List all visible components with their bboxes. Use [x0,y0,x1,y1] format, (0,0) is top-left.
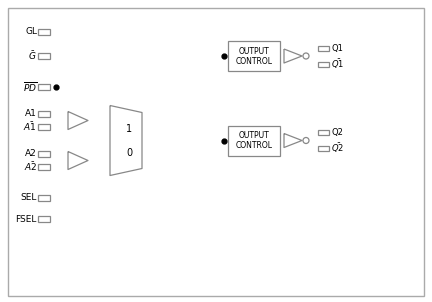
Text: CONTROL: CONTROL [235,57,273,66]
Bar [38,29,50,35]
Bar [38,53,50,59]
Bar [38,84,50,90]
Text: A2: A2 [25,149,37,159]
Text: CONTROL: CONTROL [235,141,273,150]
Text: $\bar{Q1}$: $\bar{Q1}$ [331,57,344,71]
Circle shape [303,53,309,59]
Bar [228,126,280,156]
Bar [318,146,329,151]
Text: 1: 1 [126,124,132,133]
Text: 0: 0 [126,147,132,158]
Bar [38,195,50,201]
Bar [318,62,329,66]
Text: $\bar{G}$: $\bar{G}$ [29,50,37,63]
Text: A1: A1 [25,110,37,118]
Bar [38,164,50,170]
Text: $\bar{A1}$: $\bar{A1}$ [23,120,37,133]
Text: $\overline{PD}$: $\overline{PD}$ [22,80,37,94]
Text: GL: GL [25,27,37,37]
Bar [38,151,50,157]
Bar [318,130,329,135]
Bar [38,124,50,130]
Text: OUTPUT: OUTPUT [238,131,270,140]
Bar [318,46,329,50]
Text: SEL: SEL [21,194,37,203]
Circle shape [303,137,309,143]
Text: Q1: Q1 [331,43,343,53]
Text: OUTPUT: OUTPUT [238,47,270,56]
Text: $\bar{A2}$: $\bar{A2}$ [24,161,37,173]
Text: Q2: Q2 [331,128,343,137]
Text: FSEL: FSEL [16,214,37,223]
Bar [228,41,280,71]
Text: $\bar{Q2}$: $\bar{Q2}$ [331,142,344,156]
Bar [38,216,50,222]
Bar [38,111,50,117]
